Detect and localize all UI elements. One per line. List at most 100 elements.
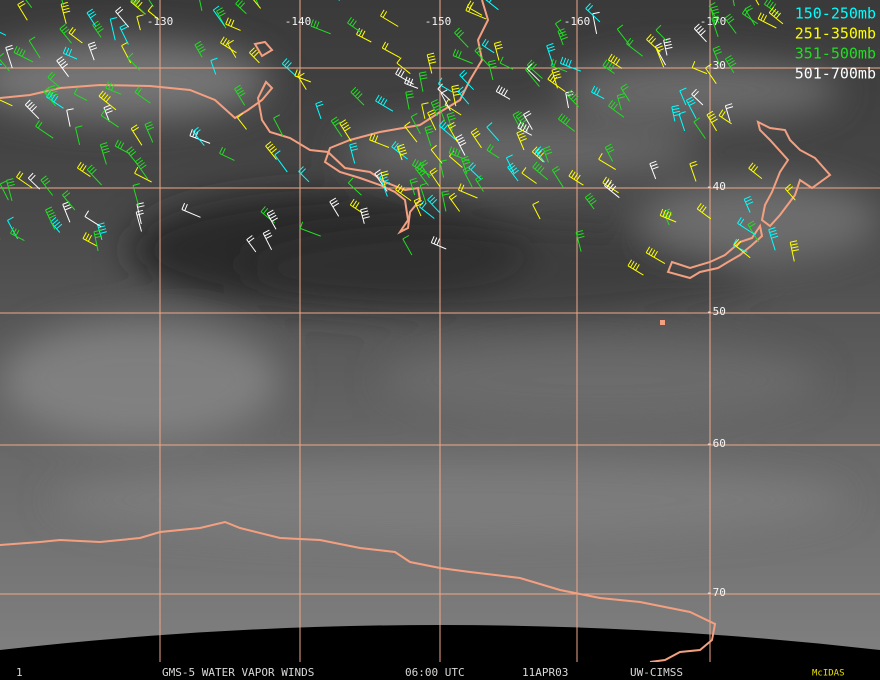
wind-barb	[451, 84, 461, 107]
wind-barb	[602, 59, 615, 74]
wind-barb	[46, 90, 64, 109]
wind-barb	[25, 0, 33, 8]
wind-barb	[98, 90, 117, 111]
wind-barb	[265, 141, 278, 160]
wind-barb	[315, 100, 324, 120]
wind-barb	[97, 222, 107, 240]
wind-barb	[732, 0, 735, 7]
wind-barb	[298, 166, 310, 183]
wind-barb	[679, 87, 687, 106]
wind-barb	[75, 125, 83, 146]
wind-barb	[424, 125, 434, 147]
latitude-label: -70	[706, 586, 726, 599]
wind-barb	[134, 166, 152, 183]
wind-barb	[86, 8, 97, 27]
wind-barb	[523, 110, 533, 130]
coastlines	[0, 0, 832, 663]
wind-barb	[493, 41, 503, 61]
wind-barb	[380, 9, 399, 27]
wind-barb	[438, 120, 457, 141]
wind-barb	[395, 67, 414, 85]
wind-barb	[136, 14, 144, 31]
wind-barb	[0, 31, 7, 36]
wind-barb	[437, 77, 453, 93]
wind-barb	[459, 69, 474, 91]
wind-barb	[421, 102, 429, 119]
longitude-label: -160	[564, 15, 591, 28]
wind-barb	[410, 112, 421, 135]
wind-barb	[212, 5, 226, 27]
wind-barb	[507, 162, 519, 182]
wind-barb	[40, 175, 54, 196]
wind-barb	[310, 19, 331, 35]
wind-barb	[474, 45, 491, 68]
wind-barb	[584, 192, 597, 210]
wind-barb	[413, 197, 424, 217]
wind-barb	[466, 0, 483, 16]
wind-barb	[542, 145, 553, 163]
wind-barb	[437, 83, 451, 101]
wind-barb	[114, 139, 131, 155]
wind-barb	[706, 110, 718, 132]
wind-barb	[48, 85, 58, 102]
wind-barb	[246, 235, 257, 253]
wind-barb	[126, 146, 139, 166]
wind-barb	[356, 27, 372, 43]
cloud-features	[0, 40, 880, 540]
wind-barb	[199, 0, 203, 11]
wind-barb	[429, 167, 441, 188]
wind-barb	[554, 19, 564, 36]
wind-barb	[481, 38, 495, 54]
wind-barb	[486, 144, 500, 159]
wind-barb	[592, 11, 600, 34]
frame-number: 1	[16, 666, 23, 679]
wind-barb	[768, 6, 784, 25]
wind-barb	[441, 190, 450, 212]
wind-barb	[532, 161, 549, 180]
legend-entry: 351-500mb	[795, 45, 876, 63]
software: McIDAS	[812, 669, 845, 679]
wind-barb	[598, 153, 616, 171]
wind-barb	[732, 238, 748, 253]
latitude-label: -30	[706, 59, 726, 72]
wind-barb	[347, 17, 362, 34]
wind-barb	[419, 159, 430, 179]
wind-barb	[103, 104, 113, 122]
wind-barb	[551, 165, 564, 188]
wind-barb	[339, 119, 352, 142]
source: UW-CIMSS	[630, 666, 683, 679]
wind-barb	[16, 171, 33, 189]
wind-barb	[741, 7, 758, 25]
grid	[0, 0, 880, 662]
wind-barb	[194, 40, 206, 58]
legend: 150-250mb 251-350mb 351-500mb 501-700mb	[795, 5, 876, 83]
wind-barb	[604, 179, 620, 199]
wind-barb	[689, 160, 698, 182]
wind-barb	[659, 208, 677, 223]
wind-barb	[60, 1, 71, 24]
wind-barb	[626, 37, 643, 57]
wind-barb	[678, 111, 686, 132]
wind-barb	[92, 20, 104, 38]
wind-barb	[557, 113, 575, 132]
wind-barb	[235, 0, 247, 15]
wind-barb	[299, 221, 321, 237]
wind-barb	[45, 206, 56, 230]
wind-barb	[402, 235, 413, 256]
wind-barb	[439, 159, 447, 178]
wind-barb	[426, 52, 437, 74]
wind-barb	[86, 164, 102, 186]
wind-barb	[737, 217, 756, 236]
wind-barb	[616, 93, 626, 111]
wind-barb	[470, 127, 482, 149]
wind-barb	[495, 85, 511, 100]
wind-barb	[266, 209, 278, 230]
australia-coast	[0, 0, 490, 235]
wind-barb	[130, 0, 146, 15]
wind-barb	[620, 83, 630, 102]
wind-barb	[192, 126, 205, 146]
wind-barb	[458, 183, 478, 199]
wind-barb	[517, 121, 533, 136]
longitude-label: -170	[700, 15, 727, 28]
wind-barb	[381, 41, 401, 59]
